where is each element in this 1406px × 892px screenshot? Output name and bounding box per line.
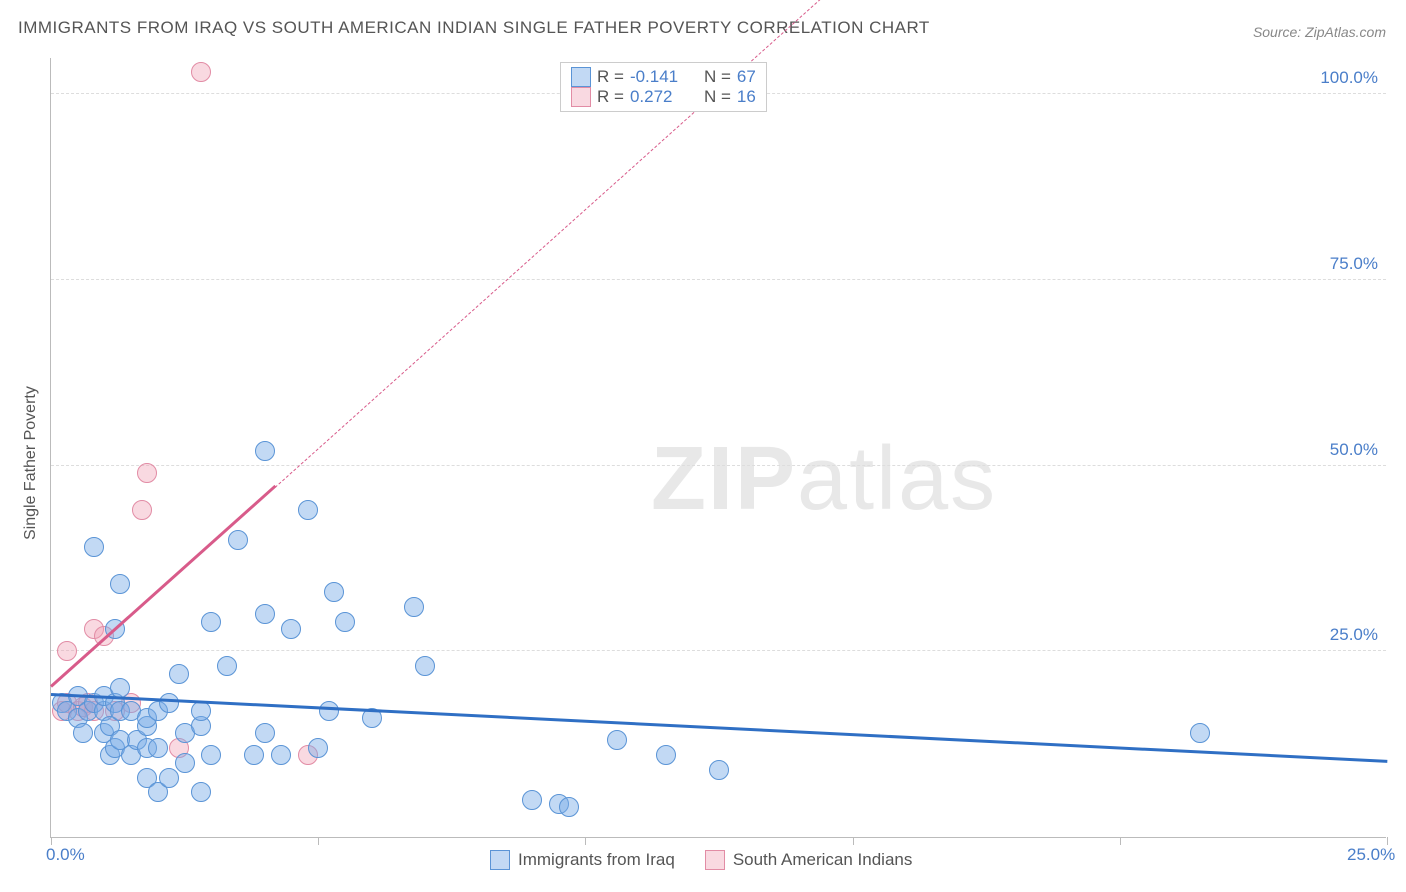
watermark: ZIPatlas: [651, 428, 997, 531]
x-tick: [1120, 837, 1121, 845]
legend-item: Immigrants from Iraq: [490, 850, 675, 870]
data-point: [1190, 723, 1210, 743]
data-point: [148, 738, 168, 758]
pink-swatch: [705, 850, 725, 870]
data-point: [191, 782, 211, 802]
data-point: [324, 582, 344, 602]
data-point: [522, 790, 542, 810]
data-point: [110, 574, 130, 594]
data-point: [415, 656, 435, 676]
watermark-zip: ZIP: [651, 429, 797, 529]
data-point: [319, 701, 339, 721]
data-point: [255, 441, 275, 461]
grid-line-h: [51, 650, 1386, 651]
data-point: [191, 62, 211, 82]
data-point: [217, 656, 237, 676]
grid-line-h: [51, 465, 1386, 466]
data-point: [201, 612, 221, 632]
legend-label: Immigrants from Iraq: [518, 850, 675, 870]
data-point: [169, 664, 189, 684]
data-point: [175, 753, 195, 773]
y-tick-label: 50.0%: [1330, 440, 1378, 460]
legend-row: R = -0.141N = 67: [571, 67, 756, 87]
legend-label: South American Indians: [733, 850, 913, 870]
data-point: [607, 730, 627, 750]
blue-swatch: [490, 850, 510, 870]
data-point: [201, 745, 221, 765]
x-tick: [318, 837, 319, 845]
trend-line: [50, 485, 276, 688]
data-point: [255, 604, 275, 624]
data-point: [159, 768, 179, 788]
legend-item: South American Indians: [705, 850, 913, 870]
x-tick: [585, 837, 586, 845]
x-tick: [51, 837, 52, 845]
data-point: [255, 723, 275, 743]
plot-area: ZIPatlas 25.0%50.0%75.0%100.0%0.0%25.0%: [50, 58, 1386, 838]
data-point: [73, 723, 93, 743]
watermark-atlas: atlas: [797, 429, 997, 529]
pink-swatch: [571, 87, 591, 107]
y-tick-label: 75.0%: [1330, 254, 1378, 274]
data-point: [228, 530, 248, 550]
x-tick: [1387, 837, 1388, 845]
series-legend: Immigrants from Iraq South American India…: [490, 850, 912, 870]
data-point: [137, 463, 157, 483]
data-point: [559, 797, 579, 817]
x-tick-label: 25.0%: [1347, 845, 1395, 865]
data-point: [132, 500, 152, 520]
data-point: [335, 612, 355, 632]
grid-line-h: [51, 279, 1386, 280]
data-point: [656, 745, 676, 765]
data-point: [308, 738, 328, 758]
correlation-legend: R = -0.141N = 67R = 0.272N = 16: [560, 62, 767, 112]
data-point: [298, 500, 318, 520]
data-point: [271, 745, 291, 765]
blue-swatch: [571, 67, 591, 87]
data-point: [84, 537, 104, 557]
y-tick-label: 25.0%: [1330, 625, 1378, 645]
y-tick-label: 100.0%: [1320, 68, 1378, 88]
data-point: [404, 597, 424, 617]
data-point: [244, 745, 264, 765]
y-axis-label: Single Father Poverty: [22, 386, 40, 540]
data-point: [709, 760, 729, 780]
chart-title: IMMIGRANTS FROM IRAQ VS SOUTH AMERICAN I…: [18, 18, 930, 38]
source-label: Source: ZipAtlas.com: [1253, 24, 1386, 40]
x-tick: [853, 837, 854, 845]
legend-row: R = 0.272N = 16: [571, 87, 756, 107]
data-point: [281, 619, 301, 639]
data-point: [159, 693, 179, 713]
x-tick-label: 0.0%: [46, 845, 85, 865]
data-point: [57, 641, 77, 661]
